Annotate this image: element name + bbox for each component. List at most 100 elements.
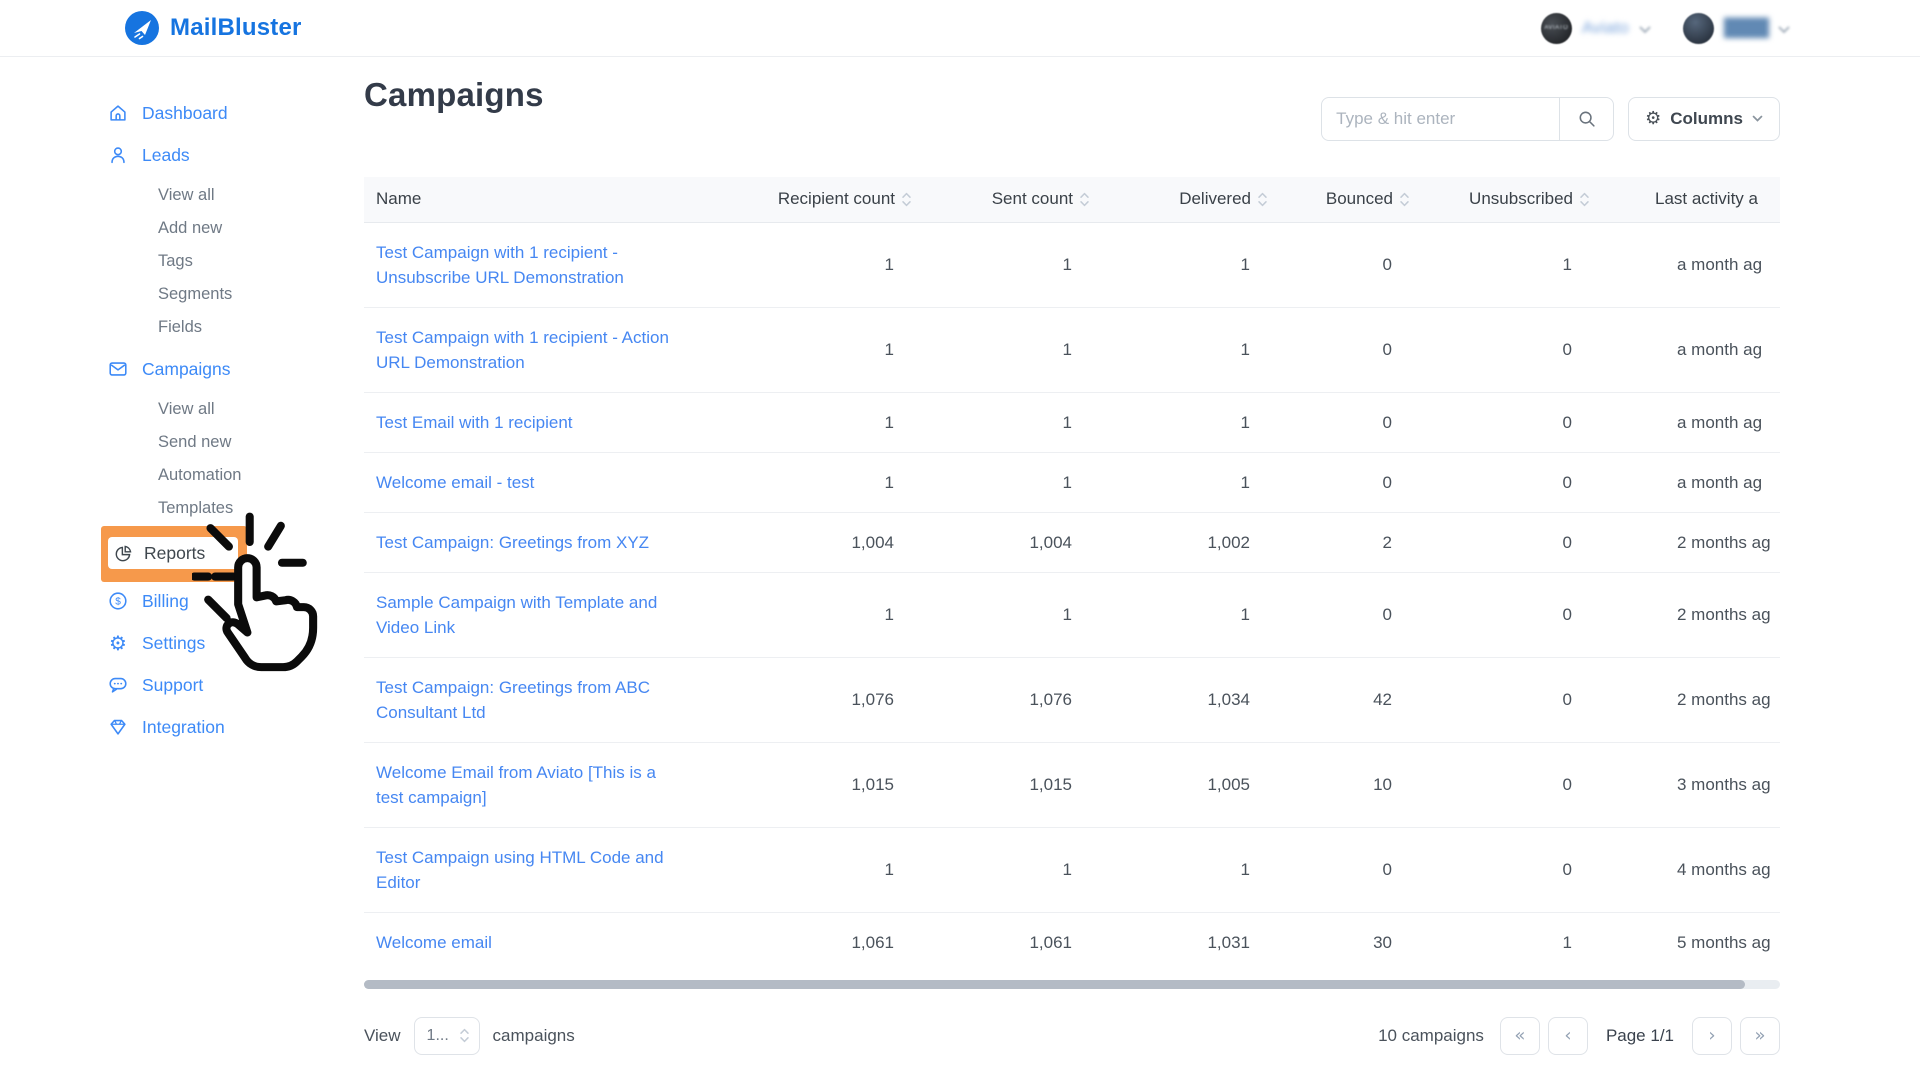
- sidebar-item-dashboard[interactable]: Dashboard: [95, 99, 325, 127]
- campaign-link[interactable]: Welcome email: [376, 932, 492, 952]
- sidebar-item-campaigns[interactable]: Campaigns: [95, 355, 325, 383]
- recipient-count-cell: 1: [740, 306, 920, 392]
- dollar-circle-icon: $: [107, 590, 129, 612]
- sidebar-item-leads[interactable]: Leads: [95, 141, 325, 169]
- sidebar-item-billing[interactable]: $ Billing: [95, 587, 325, 615]
- unsubscribed-cell: 1: [1562, 255, 1572, 274]
- campaign-link[interactable]: Test Campaign with 1 recipient - Unsubsc…: [376, 242, 624, 287]
- first-page-button[interactable]: «: [1499, 1016, 1540, 1055]
- total-count-label: 10 campaigns: [1378, 1025, 1484, 1045]
- sidebar-item-integration[interactable]: Integration: [95, 713, 325, 741]
- unsubscribed-cell: 0: [1418, 656, 1598, 742]
- workspace-name[interactable]: Aviato: [1581, 18, 1629, 37]
- table-row: Test Campaign with 1 recipient - Unsubsc…: [364, 222, 1780, 307]
- chevron-down-icon[interactable]: [1639, 26, 1651, 34]
- table-row: Welcome email - test 1 1 1 0 0 a month ag: [364, 451, 1780, 512]
- sidebar-item-label: Support: [142, 675, 204, 695]
- table-row: Welcome Email from Aviato [This is a tes…: [364, 741, 1780, 827]
- pie-chart-icon: [114, 542, 133, 564]
- sidebar-item-reports[interactable]: Reports: [108, 537, 238, 569]
- pagination: 10 campaigns « ‹ Page 1/1 › »: [1378, 1016, 1780, 1055]
- column-header-recipient-count[interactable]: Recipient count: [740, 177, 920, 223]
- delivered-cell: 1,031: [1098, 911, 1276, 972]
- campaign-name-cell: Welcome Email from Aviato [This is a tes…: [364, 741, 740, 827]
- sidebar-item-leads-fields[interactable]: Fields: [158, 318, 203, 336]
- brand-name: MailBluster: [170, 14, 302, 41]
- scrollbar-thumb[interactable]: [364, 979, 1745, 989]
- campaign-name-cell: Test Campaign with 1 recipient - Unsubsc…: [364, 222, 740, 307]
- sent-count-cell: 1: [920, 571, 1098, 657]
- last-activity-cell: 2 months ag: [1598, 571, 1780, 657]
- gem-icon: [107, 716, 129, 738]
- view-suffix-label: campaigns: [492, 1025, 575, 1045]
- table-header-row: Name Recipient count Sent count Delivere…: [364, 177, 1780, 223]
- campaign-link[interactable]: Test Campaign using HTML Code and Editor: [376, 847, 664, 892]
- sidebar-item-leads-view-all[interactable]: View all: [158, 186, 215, 204]
- sidebar-item-leads-segments[interactable]: Segments: [158, 285, 233, 303]
- column-header-delivered[interactable]: Delivered: [1098, 177, 1276, 223]
- sort-icon: [1579, 191, 1590, 208]
- campaign-link[interactable]: Test Campaign: Greetings from XYZ: [376, 532, 650, 552]
- search-button[interactable]: [1559, 98, 1614, 140]
- sidebar-item-campaigns-view-all[interactable]: View all: [158, 400, 215, 418]
- sidebar-item-leads-add-new[interactable]: Add new: [158, 219, 223, 237]
- campaign-link[interactable]: Test Email with 1 recipient: [376, 412, 573, 432]
- unsubscribed-cell: 0: [1418, 741, 1598, 827]
- campaign-link[interactable]: Test Campaign with 1 recipient - Action …: [376, 327, 669, 372]
- columns-button[interactable]: ⚙ Columns: [1628, 97, 1780, 141]
- sent-count-cell: 1: [920, 306, 1098, 392]
- per-page-select[interactable]: 1...: [413, 1016, 480, 1055]
- sidebar-item-support[interactable]: Support: [95, 671, 325, 699]
- prev-page-button[interactable]: ‹: [1547, 1016, 1588, 1055]
- sidebar-item-campaigns-templates[interactable]: Templates: [158, 499, 234, 517]
- sidebar-item-leads-tags[interactable]: Tags: [158, 252, 193, 270]
- bounced-cell: 0: [1276, 451, 1418, 512]
- per-page-value: 1...: [426, 1026, 449, 1044]
- user-menus: AVIATO Aviato ████: [1540, 12, 1790, 44]
- campaign-name-cell: Test Campaign: Greetings from XYZ: [364, 511, 740, 572]
- workspace-avatar[interactable]: AVIATO: [1540, 12, 1572, 44]
- user-avatar[interactable]: [1682, 12, 1714, 44]
- unsubscribed-cell: 0: [1418, 391, 1598, 452]
- column-header-name: Name: [364, 177, 740, 223]
- user-name[interactable]: ████: [1723, 18, 1769, 37]
- brand-logo[interactable]: MailBluster: [125, 11, 302, 45]
- campaign-name-cell: Test Campaign using HTML Code and Editor: [364, 826, 740, 912]
- workspace-avatar-text: AVIATO: [1544, 25, 1569, 31]
- delivered-cell: 1: [1098, 571, 1276, 657]
- sidebar-item-campaigns-send-new[interactable]: Send new: [158, 433, 232, 451]
- search-input[interactable]: [1322, 98, 1560, 140]
- campaign-link[interactable]: Sample Campaign with Template and Video …: [376, 592, 658, 637]
- click-cursor-icon: [192, 512, 318, 672]
- view-label: View: [364, 1025, 401, 1045]
- sort-icon: [901, 191, 912, 208]
- gear-icon: ⚙: [1645, 108, 1662, 129]
- table-row: Test Campaign: Greetings from XYZ 1,004 1,…: [364, 511, 1780, 572]
- last-activity-cell: a month ag: [1598, 306, 1780, 392]
- last-page-button[interactable]: »: [1740, 1016, 1780, 1055]
- sort-icon: [1399, 191, 1410, 208]
- next-page-button[interactable]: ›: [1692, 1016, 1732, 1055]
- recipient-count-cell: 1: [740, 391, 920, 452]
- bounced-cell: 10: [1276, 741, 1418, 827]
- sidebar-item-settings[interactable]: ⚙ Settings: [95, 629, 325, 657]
- home-icon: [107, 102, 129, 124]
- column-header-sent-count[interactable]: Sent count: [920, 177, 1098, 223]
- bounced-cell: 0: [1276, 571, 1418, 657]
- table-row: Test Campaign with 1 recipient - Action …: [364, 306, 1780, 392]
- column-header-unsubscribed[interactable]: Unsubscribed: [1418, 177, 1598, 223]
- campaigns-table: Name Recipient count Sent count Delivere…: [364, 177, 1780, 972]
- sent-count-cell: 1,076: [920, 656, 1098, 742]
- delivered-cell: 1: [1098, 391, 1276, 452]
- column-header-bounced[interactable]: Bounced: [1276, 177, 1418, 223]
- campaign-link[interactable]: Test Campaign: Greetings from ABC Consul…: [376, 677, 651, 722]
- chevron-down-icon[interactable]: [1778, 26, 1790, 34]
- topbar: MailBluster AVIATO Aviato ████: [0, 0, 1920, 57]
- campaign-link[interactable]: Welcome Email from Aviato [This is a tes…: [376, 762, 656, 807]
- sent-count-cell: 1: [920, 391, 1098, 452]
- last-activity-cell: a month ag: [1598, 391, 1780, 452]
- campaign-link[interactable]: Welcome email - test: [376, 472, 535, 492]
- sidebar-item-campaigns-automation[interactable]: Automation: [158, 466, 242, 484]
- campaign-name-cell: Welcome email - test: [364, 451, 740, 512]
